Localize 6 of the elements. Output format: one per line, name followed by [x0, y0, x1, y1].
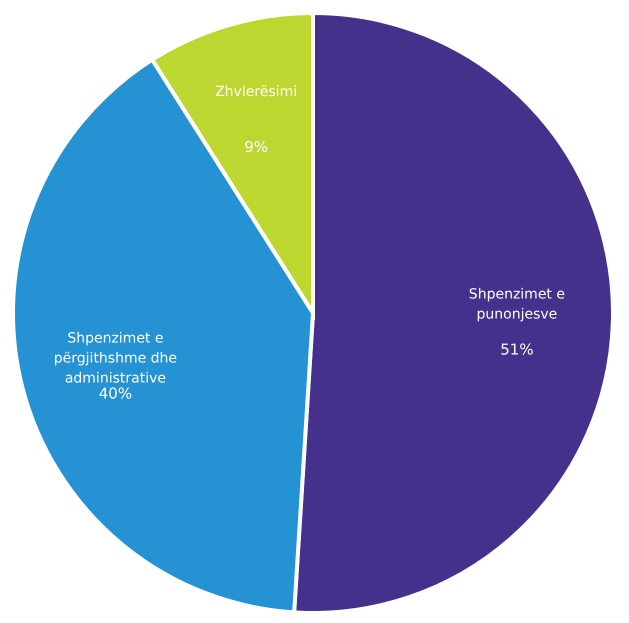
slice-label: Zhvlerësimi: [215, 84, 298, 100]
slice-label: Shpenzimet e përgjithshme dhe administrative: [54, 330, 178, 387]
data-label: 9%: [244, 138, 268, 156]
slice-label: Shpenzimet e punonjesve: [468, 286, 565, 322]
data-label: 51%: [500, 340, 534, 358]
data-label: 40%: [98, 384, 132, 403]
